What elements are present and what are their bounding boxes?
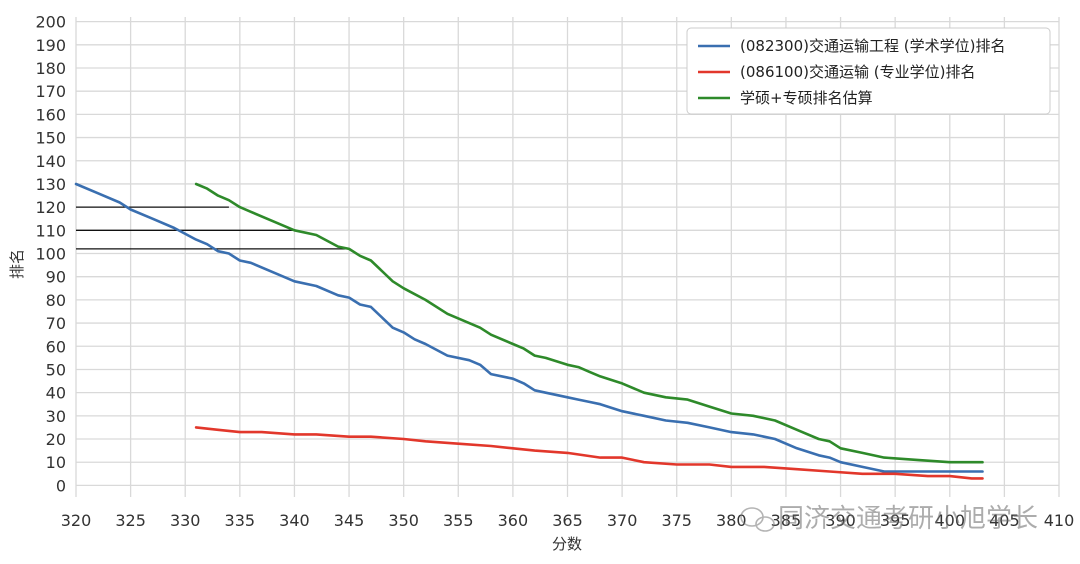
y-tick-label: 150 xyxy=(35,129,66,148)
y-tick-label: 170 xyxy=(35,82,66,101)
x-tick-label: 350 xyxy=(388,511,419,530)
y-tick-label: 180 xyxy=(35,59,66,78)
y-tick-label: 190 xyxy=(35,36,66,55)
series-line-1 xyxy=(74,182,984,473)
x-tick-label: 330 xyxy=(170,511,201,530)
y-tick-label: 140 xyxy=(35,152,66,171)
x-tick-label: 335 xyxy=(225,511,256,530)
y-tick-label: 90 xyxy=(46,268,66,287)
series-line-2 xyxy=(194,426,984,480)
x-tick-label: 355 xyxy=(443,511,474,530)
y-tick-label: 80 xyxy=(46,291,66,310)
y-tick-label: 0 xyxy=(56,476,66,495)
y-tick-label: 30 xyxy=(46,407,66,426)
legend-frame xyxy=(686,27,1051,115)
y-tick-label: 200 xyxy=(35,13,66,32)
legend-label: (082300)交通运输工程 (学术学位)排名 xyxy=(740,37,1005,55)
legend-label: 学硕+专硕排名估算 xyxy=(740,89,873,107)
x-tick-label: 360 xyxy=(498,511,529,530)
x-axis-label: 分数 xyxy=(552,535,582,553)
legend-label: (086100)交通运输 (专业学位)排名 xyxy=(740,63,975,81)
y-tick-label: 20 xyxy=(46,430,66,449)
x-tick-label: 395 xyxy=(880,511,911,530)
watermark: 同济交通考研小旭学长 xyxy=(740,504,1038,534)
x-tick-label: 320 xyxy=(61,511,92,530)
legend: (082300)交通运输工程 (学术学位)排名 (086100)交通运输 (专业学… xyxy=(686,27,1051,115)
x-tick-label: 410 xyxy=(1044,511,1075,530)
x-tick-label: 365 xyxy=(552,511,583,530)
y-tick-label: 100 xyxy=(35,245,66,264)
y-tick-labels: 0 10 20 30 40 50 60 70 80 90 100 110 120 130 140 150 160… xyxy=(35,13,66,496)
y-tick-label: 10 xyxy=(46,453,66,472)
x-tick-label: 385 xyxy=(771,511,802,530)
y-tick-label: 110 xyxy=(35,221,66,240)
y-tick-label: 120 xyxy=(35,198,66,217)
y-tick-label: 40 xyxy=(46,384,66,403)
y-tick-label: 50 xyxy=(46,360,66,379)
x-tick-label: 325 xyxy=(115,511,146,530)
series-lines xyxy=(74,182,984,480)
x-tick-label: 375 xyxy=(661,511,692,530)
watermark-text: 同济交通考研小旭学长 xyxy=(778,504,1038,534)
wechat-icon xyxy=(740,507,775,532)
y-tick-label: 70 xyxy=(46,314,66,333)
series-line-3 xyxy=(194,182,984,464)
y-tick-label: 160 xyxy=(35,105,66,124)
x-tick-label: 370 xyxy=(607,511,638,530)
y-axis-label: 排名 xyxy=(8,249,26,279)
x-tick-label: 405 xyxy=(989,511,1020,530)
x-tick-label: 340 xyxy=(279,511,310,530)
y-tick-label: 130 xyxy=(35,175,66,194)
x-tick-label: 390 xyxy=(825,511,856,530)
y-tick-label: 60 xyxy=(46,337,66,356)
x-tick-label: 345 xyxy=(334,511,365,530)
x-tick-labels: 320 325 330 335 340 345 350 355 360 365 370 375 380 3… xyxy=(61,511,1075,530)
x-tick-label: 380 xyxy=(716,511,747,530)
x-tick-label: 400 xyxy=(935,511,966,530)
